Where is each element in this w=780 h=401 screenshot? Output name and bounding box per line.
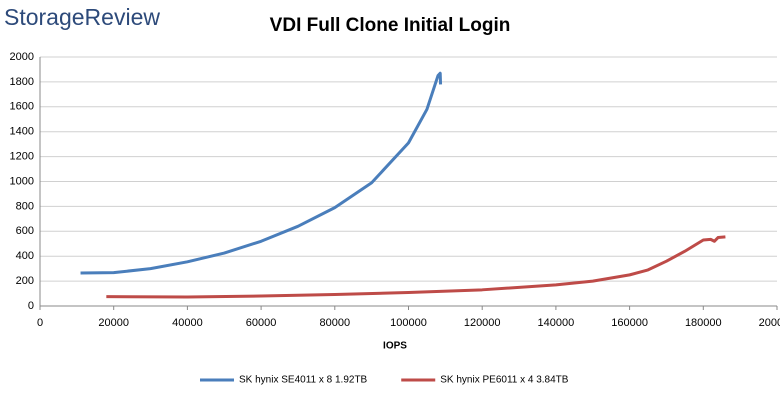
x-tick-label: 0 — [37, 317, 43, 329]
chart-title: VDI Full Clone Initial Login — [270, 15, 511, 36]
x-tick-label: 60000 — [246, 317, 277, 329]
y-tick-label: 1400 — [10, 126, 34, 138]
x-tick-label: 120000 — [464, 317, 501, 329]
y-tick-label: 400 — [16, 250, 34, 262]
y-tick-label: 800 — [16, 200, 34, 212]
y-tick-label: 2000 — [10, 51, 34, 63]
y-tick-label: 1600 — [10, 101, 34, 113]
series-line — [80, 71, 443, 275]
x-axis-label: IOPS — [383, 341, 407, 352]
x-tick-label: 200000 — [759, 317, 780, 329]
y-tick-label: 0 — [28, 300, 34, 312]
y-tick-label: 200 — [16, 275, 34, 287]
x-tick-label: 160000 — [611, 317, 648, 329]
y-tick-label: 1200 — [10, 151, 34, 163]
x-tick-label: 80000 — [320, 317, 351, 329]
x-tick-label: 20000 — [98, 317, 129, 329]
x-tick-label: 40000 — [172, 317, 203, 329]
legend-label: SK hynix PE6011 x 4 3.84TB — [440, 375, 569, 386]
y-tick-label: 1000 — [10, 175, 34, 187]
y-tick-label: 1800 — [10, 76, 34, 88]
x-tick-label: 180000 — [685, 317, 722, 329]
x-tick-label: 100000 — [390, 317, 427, 329]
y-tick-label: 600 — [16, 225, 34, 237]
series-line — [106, 235, 726, 299]
x-tick-label: 140000 — [538, 317, 575, 329]
logo: StorageReview — [4, 4, 160, 30]
legend-label: SK hynix SE4011 x 8 1.92TB — [239, 375, 368, 386]
